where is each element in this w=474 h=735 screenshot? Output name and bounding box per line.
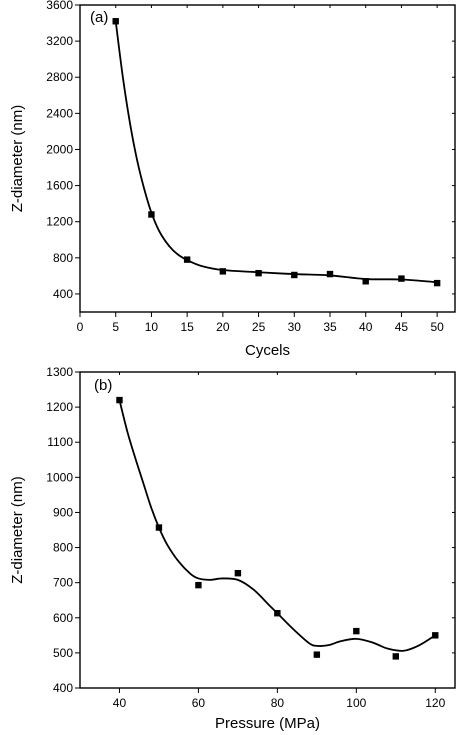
data-point [148,211,155,218]
data-point [362,278,369,285]
y-tick-label: 600 [53,611,73,625]
y-tick-label: 900 [53,505,73,519]
data-points-a [112,18,441,287]
data-point [219,268,227,275]
data-point [116,396,123,404]
y-tick-label: 2800 [46,70,73,84]
x-tick-label: 80 [271,696,285,710]
x-axis-title-b: Pressure (MPa) [215,715,320,732]
y-tick-label: 3600 [46,0,73,12]
data-point [155,524,163,531]
data-point [291,271,298,279]
x-tick-label: 15 [180,320,194,334]
data-point [112,18,119,25]
data-point [433,279,441,287]
x-tick-label: 60 [192,696,206,710]
chart-panel-a: 0 5 10 15 20 25 30 35 40 45 50 400 800 1200 1600 2000 24… [9,0,456,359]
y-tick-label: 1000 [46,470,73,484]
x-tick-label: 120 [425,696,445,710]
tick-labels-a: 0 5 10 15 20 25 30 35 40 45 50 400 800 1200 1600 2000 24… [46,0,444,334]
data-points-b [116,396,439,660]
x-tick-label: 40 [113,696,127,710]
fit-curve-b [118,399,436,652]
x-tick-label: 40 [359,320,373,334]
y-tick-label: 400 [53,287,73,301]
y-tick-label: 1200 [46,215,73,229]
x-tick-label: 10 [145,320,159,334]
y-tick-label: 1200 [46,400,73,414]
y-axis-title-a: Z-diameter (nm) [9,105,26,213]
x-tick-label: 30 [288,320,302,334]
tick-marks-b [75,371,455,693]
y-tick-label: 3200 [46,34,73,48]
y-tick-label: 700 [53,576,73,590]
data-point [398,275,405,282]
y-tick-label: 2000 [46,142,73,156]
x-tick-label: 5 [112,320,119,334]
data-point [195,581,202,589]
x-tick-label: 0 [77,320,84,334]
x-tick-label: 20 [216,320,230,334]
x-tick-label: 35 [323,320,337,334]
x-tick-label: 100 [346,696,366,710]
y-tick-label: 800 [53,251,73,265]
plot-frame-a [79,4,456,313]
x-axis-title-a: Cycels [245,342,290,359]
y-tick-label: 1100 [47,435,73,449]
data-point [392,653,399,660]
y-tick-label: 500 [53,646,73,660]
x-tick-label: 50 [430,320,444,334]
x-tick-label: 25 [252,320,266,334]
panel-label-b: (b) [94,377,112,394]
data-point [326,270,334,278]
data-point [183,256,191,263]
y-tick-label: 2400 [46,106,73,120]
fit-curve-a [114,21,438,284]
y-tick-label: 800 [53,541,73,555]
y-axis-title-b: Z-diameter (nm) [9,476,26,584]
y-tick-label: 1300 [46,365,73,379]
y-tick-label: 400 [53,681,73,695]
data-point [274,610,281,617]
data-point [432,632,439,639]
data-point [313,651,321,658]
panel-label-a: (a) [90,9,108,26]
x-tick-label: 45 [395,320,409,334]
y-tick-label: 1600 [46,179,73,193]
tick-marks-a [75,4,455,317]
chart-panel-b: 40 60 80 100 120 400 500 600 700 800 900 1000 1100 12… [9,365,456,732]
data-point [255,269,262,277]
data-point [234,569,242,577]
tick-labels-b: 40 60 80 100 120 400 500 600 700 800 900 1000 1100 12… [46,365,445,710]
data-point [353,627,360,635]
plot-frame-b [79,371,456,689]
